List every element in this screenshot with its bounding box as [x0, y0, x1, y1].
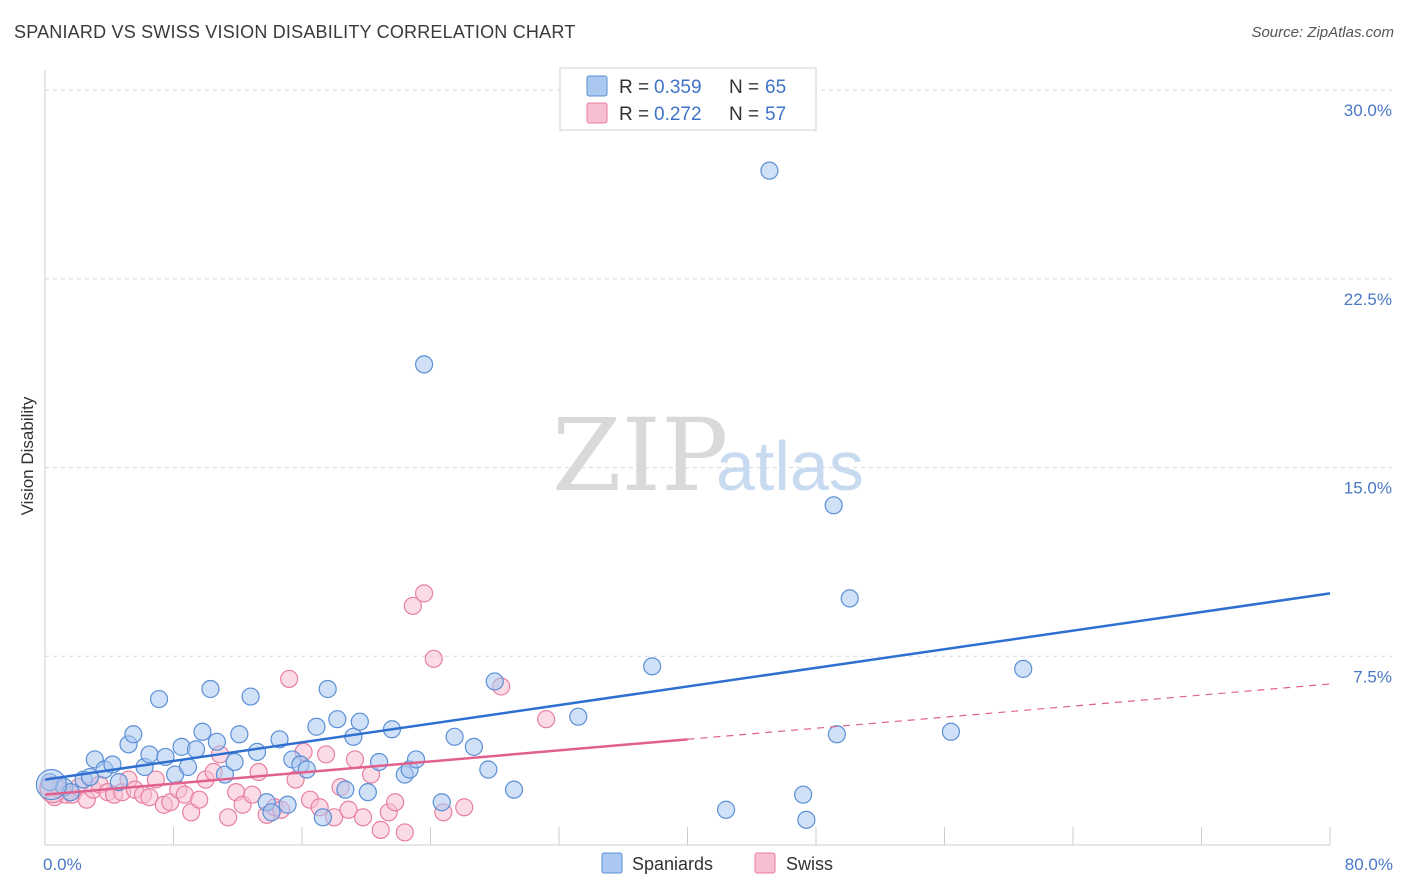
- grid-layer: [45, 89, 1392, 657]
- bottom-legend-swatch-swiss: [754, 852, 776, 874]
- spaniards-point: [247, 742, 267, 761]
- watermark-atlas: atlas: [716, 427, 864, 505]
- legend-r-label-swiss: R =: [619, 104, 654, 125]
- spaniards-point: [140, 745, 159, 764]
- spaniards-point: [370, 752, 389, 772]
- legend-r-value-swiss: 0.272: [654, 104, 702, 125]
- spaniards-point: [479, 760, 498, 779]
- swiss-trend-extension: [687, 683, 1331, 740]
- legend-n-value-swiss: 57: [765, 104, 786, 125]
- spaniards-point: [794, 785, 813, 804]
- spaniards-point: [941, 722, 961, 741]
- spaniards-point: [262, 803, 281, 822]
- swiss-point: [190, 790, 209, 809]
- spaniards-point: [358, 783, 377, 802]
- spaniards-point: [149, 689, 169, 709]
- spaniards-point: [193, 722, 212, 741]
- spaniards-point: [307, 717, 326, 736]
- spaniards-trend-line: [44, 592, 1331, 781]
- spaniards-point: [464, 737, 483, 756]
- x-tick-label-min: 0.0%: [43, 855, 82, 874]
- spaniards-point: [445, 727, 464, 746]
- spaniards-point: [124, 725, 143, 744]
- swiss-points: [39, 584, 556, 842]
- swiss-point: [414, 584, 434, 603]
- swiss-point: [455, 798, 474, 817]
- bottom-legend-label-swiss: Swiss: [786, 854, 833, 874]
- swiss-point: [386, 793, 405, 812]
- spaniards-point: [318, 679, 337, 699]
- y-tick-label: 15.0%: [1344, 479, 1392, 498]
- spaniards-point: [760, 161, 779, 180]
- watermark: ZIP atlas: [552, 397, 864, 514]
- spaniards-points: [35, 161, 1033, 829]
- legend-n-label-spaniards: N =: [729, 77, 764, 98]
- bottom-legend-label-spaniards: Spaniards: [632, 854, 713, 874]
- spaniards-point: [109, 772, 128, 792]
- spaniards-point: [716, 800, 736, 819]
- spaniards-point: [336, 780, 355, 799]
- spaniards-point: [207, 732, 226, 751]
- x-tick-label-max: 80.0%: [1345, 855, 1393, 874]
- y-tick-label: 7.5%: [1353, 667, 1392, 686]
- swiss-point: [403, 596, 422, 616]
- swiss-point: [395, 823, 414, 842]
- spaniards-point: [201, 679, 220, 699]
- swiss-point: [243, 785, 262, 804]
- swiss-point: [280, 669, 299, 689]
- spaniards-point: [827, 725, 846, 744]
- spaniards-point: [278, 795, 297, 814]
- legend-n-label-swiss: N =: [729, 104, 764, 125]
- spaniards-point: [414, 355, 434, 374]
- axis-layer: 7.5% 15.0% 22.5% 30.0% 0.0% 80.0%: [43, 70, 1393, 874]
- legend-r-value-spaniards: 0.359: [654, 77, 702, 98]
- source-label: Source: ZipAtlas.com: [1251, 24, 1394, 41]
- spaniards-point: [350, 712, 369, 731]
- spaniards-point: [270, 730, 289, 749]
- spaniards-point: [1014, 659, 1033, 678]
- y-tick-label: 22.5%: [1344, 290, 1392, 309]
- spaniards-point: [485, 672, 504, 691]
- swiss-point: [339, 800, 358, 819]
- swiss-point: [371, 820, 390, 840]
- spaniards-point: [840, 589, 859, 608]
- swiss-point: [353, 808, 373, 827]
- legend-n-value-spaniards: 65: [765, 77, 786, 98]
- spaniards-point: [432, 793, 451, 812]
- swiss-point: [316, 745, 336, 764]
- watermark-zip: ZIP: [552, 397, 728, 514]
- spaniards-point: [297, 760, 316, 779]
- series-legend: Spaniards Swiss: [601, 852, 833, 874]
- legend-swatch-swiss: [586, 102, 608, 124]
- spaniards-point: [406, 750, 426, 769]
- legend-r-label-spaniards: R =: [619, 77, 654, 98]
- spaniards-point: [186, 740, 206, 759]
- swiss-point: [345, 750, 365, 769]
- spaniards-point: [824, 496, 843, 515]
- spaniards-point: [313, 808, 332, 827]
- chart-title: SPANIARD VS SWISS VISION DISABILITY CORR…: [14, 22, 576, 42]
- spaniards-point: [569, 707, 588, 726]
- spaniards-point: [230, 725, 249, 744]
- y-axis-title: Vision Disability: [18, 396, 37, 515]
- swiss-point: [424, 649, 443, 668]
- swiss-point: [140, 788, 159, 807]
- bottom-legend-swatch-spaniards: [601, 852, 623, 874]
- swiss-point: [219, 808, 238, 827]
- spaniards-point: [225, 752, 244, 772]
- spaniards-point: [328, 710, 347, 729]
- swiss-point: [537, 710, 556, 729]
- spaniards-point: [241, 687, 260, 706]
- spaniards-point: [797, 810, 816, 829]
- legend-swatch-spaniards: [586, 75, 608, 97]
- spaniards-point: [643, 657, 662, 676]
- swiss-trend-line: [44, 738, 688, 796]
- stats-legend: R = 0.359 N = 65 R = 0.272 N = 57: [559, 67, 817, 131]
- trend-lines: [44, 592, 1331, 796]
- spaniards-point: [178, 757, 198, 777]
- spaniards-point: [504, 780, 524, 799]
- y-tick-label: 30.0%: [1344, 101, 1392, 120]
